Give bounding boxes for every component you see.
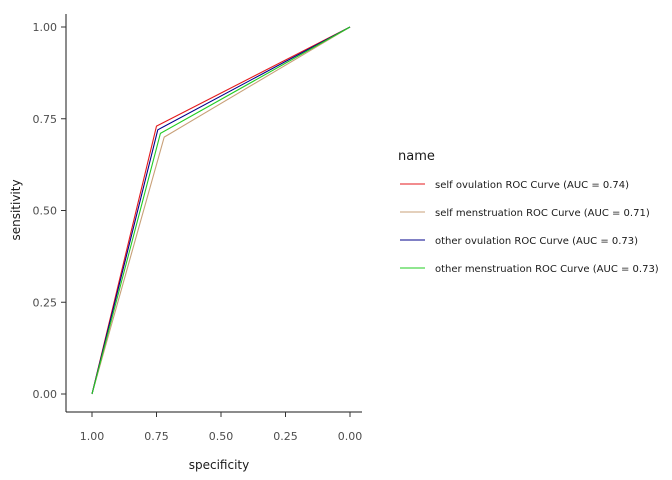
x-tick-label: 0.25 [273, 430, 298, 443]
y-tick-label: 0.25 [33, 296, 58, 309]
y-tick-label: 1.00 [33, 21, 58, 34]
series-layer [91, 26, 351, 395]
x-tick-label: 0.00 [338, 430, 363, 443]
y-tick-label: 0.75 [33, 113, 58, 126]
legend-item: self menstruation ROC Curve (AUC = 0.71) [400, 208, 650, 219]
legend-title: name [398, 149, 435, 164]
x-tick-label: 0.75 [144, 430, 169, 443]
series-line-3 [91, 26, 351, 395]
y-tick-label: 0.00 [33, 388, 58, 401]
series-line-4 [91, 26, 351, 395]
legend-label: other menstruation ROC Curve (AUC = 0.73… [435, 264, 659, 275]
legend-items: self ovulation ROC Curve (AUC = 0.74) sel… [400, 180, 659, 275]
legend-item: other menstruation ROC Curve (AUC = 0.73… [400, 264, 659, 275]
legend-label: other ovulation ROC Curve (AUC = 0.73) [435, 236, 638, 247]
legend-item: self ovulation ROC Curve (AUC = 0.74) [400, 180, 629, 191]
legend-item: other ovulation ROC Curve (AUC = 0.73) [400, 236, 638, 247]
x-tick-label: 1.00 [80, 430, 105, 443]
legend-label: self ovulation ROC Curve (AUC = 0.74) [435, 180, 629, 191]
x-axis-title: specificity [189, 458, 249, 472]
legend: name self ovulation ROC Curve (AUC = 0.7… [398, 149, 659, 275]
y-tick-label: 0.50 [33, 205, 58, 218]
x-tick-label: 0.50 [209, 430, 234, 443]
series-line-1 [91, 26, 351, 395]
series-line-2 [91, 26, 351, 395]
legend-label: self menstruation ROC Curve (AUC = 0.71) [435, 208, 650, 219]
ticks-layer: 1.00 0.75 0.50 0.25 0.00 0.00 0.25 0.50 0.75 1.00 [33, 21, 363, 443]
axes-layer [65, 14, 362, 413]
y-axis-title: sensitivity [9, 179, 23, 240]
